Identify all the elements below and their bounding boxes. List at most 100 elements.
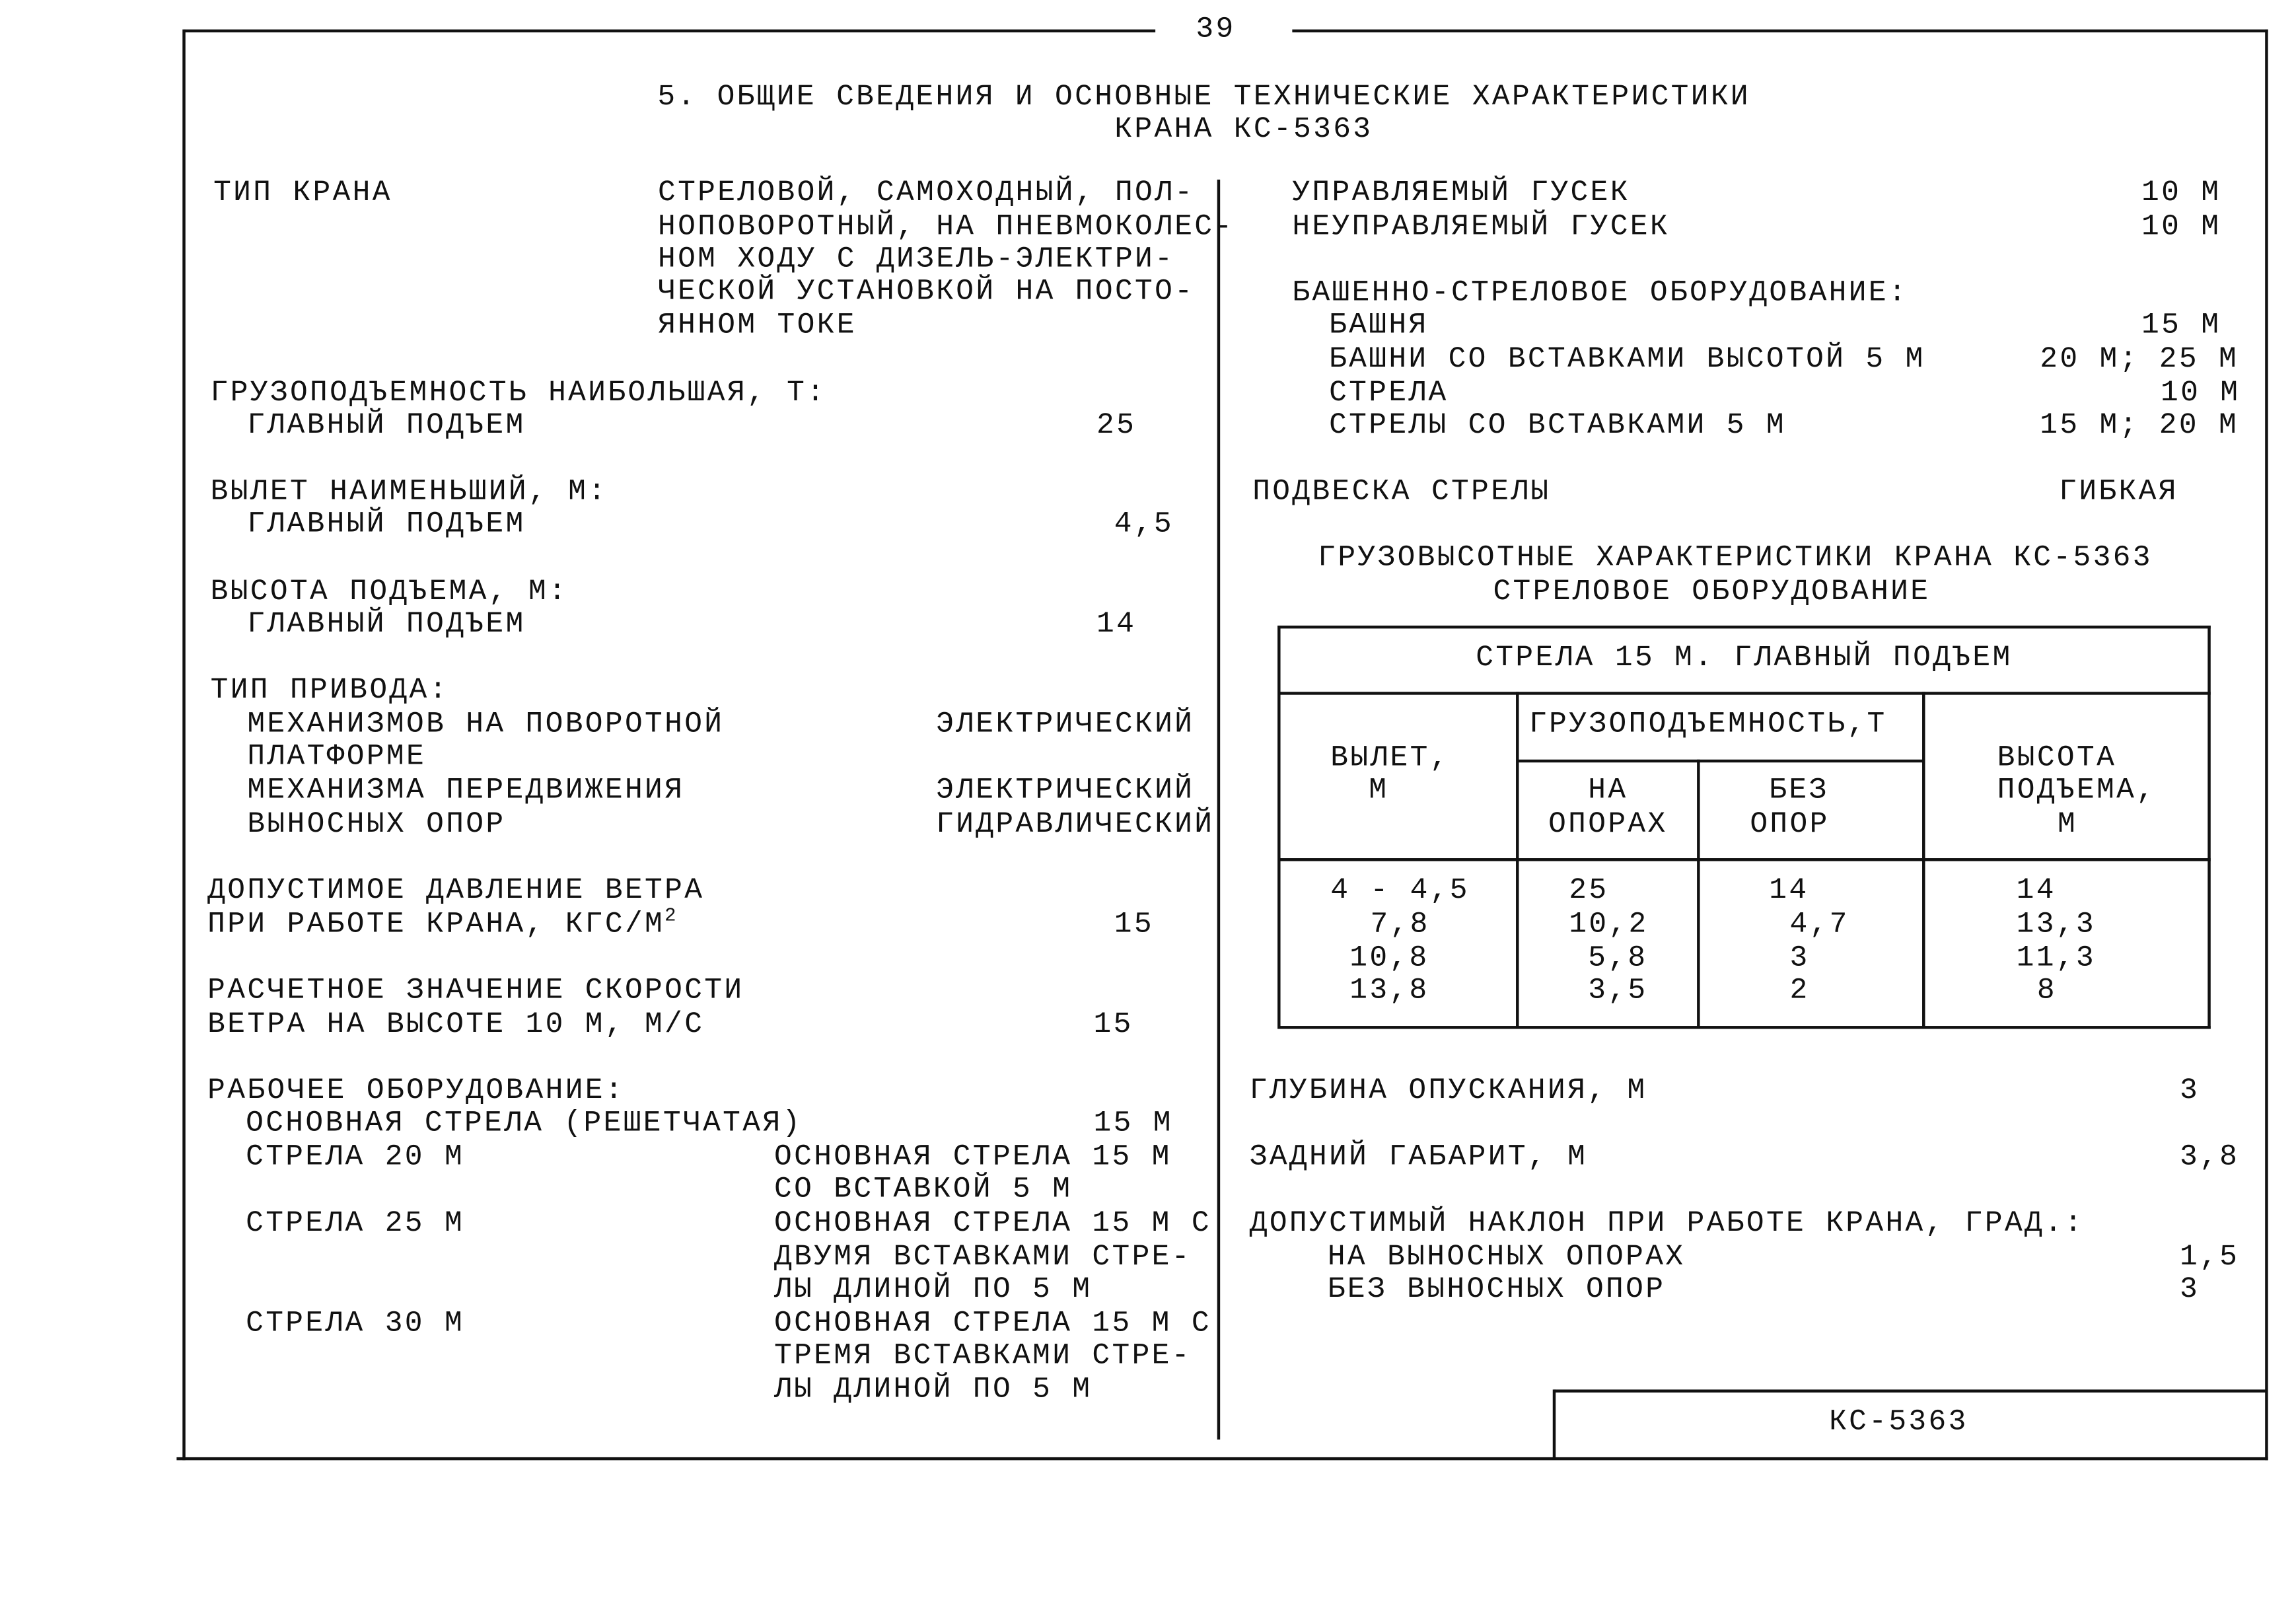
main-boom-value: 15 М [1093,1107,1173,1141]
wind-pressure-label: ДОПУСТИМОЕ ДАВЛЕНИЕ ВЕТРА [207,874,705,908]
wind-pressure-value: 15 [1114,908,1154,943]
drive-row-name: МЕХАНИЗМА ПЕРЕДВИЖЕНИЯ [247,774,685,809]
height-sub: ГЛАВНЫЙ ПОДЪЕМ [247,608,526,642]
drive-label: ТИП ПРИВОДА: [210,674,449,708]
table-rule [1516,692,1519,1029]
boom-name: СТРЕЛА 20 М [246,1140,465,1175]
reach-label: ВЫЛЕТ НАИМЕНЬШИЙ, М: [210,475,608,509]
wind-speed-label: ВЕТРА НА ВЫСОТЕ 10 М, М/С [207,1008,705,1042]
cell-no-outriggers: 14 [1769,874,1809,908]
superscript: 2 [664,904,678,927]
tower-row-value: 10 М [2160,377,2241,411]
header-no-outriggers: БЕЗ [1769,774,1829,809]
tail-label: ЗАДНИЙ ГАБАРИТ, М [1249,1140,1588,1175]
boom-desc: ТРЕМЯ ВСТАВКАМИ СТРЕ- [774,1339,1192,1373]
tilt-row-value: 1,5 [2179,1241,2240,1275]
crane-type-value: СТРЕЛОВОЙ, САМОХОДНЫЙ, ПОЛ- [658,176,1195,211]
jib-controlled-value: 10 М [2141,176,2221,211]
tilt-label: ДОПУСТИМЫЙ НАКЛОН ПРИ РАБОТЕ КРАНА, ГРАД… [1249,1207,2085,1241]
page-number: 39 [1196,13,1236,48]
boom-desc: ЛЫ ДЛИНОЙ ПО 5 М [774,1273,1093,1307]
tail-value: 3,8 [2179,1140,2240,1175]
header-capacity: ГРУЗОПОДЪЕМНОСТЬ,Т [1529,708,1887,743]
crane-type-label: ТИП КРАНА [213,176,392,211]
table-rule [1279,858,2211,861]
table-rule [1922,692,1925,1029]
stamp-label: КС-5363 [1829,1405,1968,1440]
cell-no-outriggers: 3 [1789,942,1810,976]
crane-type-value: НОМ ХОДУ С ДИЗЕЛЬ-ЭЛЕКТРИ- [658,242,1175,277]
cell-no-outriggers: 4,7 [1789,908,1849,943]
cell-height: 14 [2016,874,2056,908]
table-rule [1517,759,1924,763]
drive-row-name: МЕХАНИЗМОВ НА ПОВОРОТНОЙ [247,708,725,743]
height-value: 14 [1096,608,1137,642]
table-title: ГРУЗОВЫСОТНЫЕ ХАРАКТЕРИСТИКИ КРАНА КС-53… [1318,541,2153,576]
reach-sub: ГЛАВНЫЙ ПОДЪЕМ [247,507,526,542]
cell-height: 11,3 [2016,942,2096,976]
capacity-value: 25 [1096,409,1137,443]
cell-on-outriggers: 3,5 [1588,974,1648,1009]
drive-row-value: ЭЛЕКТРИЧЕСКИЙ [936,708,1195,743]
stamp-left [1552,1389,1556,1459]
table-rule [1279,625,2211,629]
reach-value: 4,5 [1114,507,1174,542]
tower-row-value: 15 М [2141,309,2221,344]
header-reach: М [1369,774,1389,809]
frame-top-right [1292,29,2268,33]
page-title: 5. ОБЩИЕ СВЕДЕНИЯ И ОСНОВНЫЕ ТЕХНИЧЕСКИЕ… [657,81,1751,115]
tower-row-name: СТРЕЛА [1329,377,1449,411]
depth-value: 3 [2179,1074,2200,1109]
boom-desc: ЛЫ ДЛИНОЙ ПО 5 М [774,1373,1093,1408]
tower-row-name: БАШНИ СО ВСТАВКАМИ ВЫСОТОЙ 5 М [1329,343,1925,377]
table-rule [1279,692,2211,695]
jib-fixed-value: 10 М [2141,210,2221,244]
stamp-top [1554,1389,2267,1393]
equipment-label: РАБОЧЕЕ ОБОРУДОВАНИЕ: [207,1074,625,1109]
capacity-sub: ГЛАВНЫЙ ПОДЪЕМ [247,409,526,443]
boom-name: СТРЕЛА 30 М [246,1307,465,1341]
boom-desc: ОСНОВНАЯ СТРЕЛА 15 М С [774,1307,1211,1341]
main-boom: ОСНОВНАЯ СТРЕЛА (РЕШЕТЧАТАЯ) [246,1107,803,1141]
suspension-value: ГИБКАЯ [2059,475,2178,509]
boom-desc: СО ВСТАВКОЙ 5 М [774,1173,1073,1208]
cell-height: 8 [2036,974,2057,1009]
header-reach: ВЫЛЕТ, [1330,742,1450,776]
crane-type-value: НОПОВОРОТНЫЙ, НА ПНЕВМОКОЛЕС- [658,210,1235,244]
boom-name: СТРЕЛА 25 М [246,1207,465,1241]
wind-pressure-unit: ПРИ РАБОТЕ КРАНА, КГС/М [207,908,665,943]
tilt-row-name: БЕЗ ВЫНОСНЫХ ОПОР [1327,1273,1666,1307]
header-no-outriggers: ОПОР [1750,808,1830,842]
tower-row-value: 20 М; 25 М [2040,343,2239,377]
jib-fixed-label: НЕУПРАВЛЯЕМЫЙ ГУСЕК [1292,210,1670,244]
wind-speed-value: 15 [1093,1008,1133,1042]
cell-reach: 13,8 [1349,974,1429,1009]
boom-desc: ОСНОВНАЯ СТРЕЛА 15 М С [774,1207,1211,1241]
cell-reach: 7,8 [1370,908,1430,943]
tower-row-name: СТРЕЛЫ СО ВСТАВКАМИ 5 М [1329,409,1787,443]
boom-desc: ДВУМЯ ВСТАВКАМИ СТРЕ- [774,1241,1192,1275]
cell-on-outriggers: 5,8 [1588,942,1648,976]
cell-no-outriggers: 2 [1789,974,1810,1009]
table-rule [2207,625,2211,1029]
cell-on-outriggers: 25 [1569,874,1609,908]
header-height: М [2058,808,2078,842]
page-subtitle: КРАНА КС-5363 [1114,113,1373,147]
header-on-outriggers: ОПОРАХ [1548,808,1668,842]
cell-reach: 4 - 4,5 [1330,874,1470,908]
header-height: ПОДЪЕМА, [1997,774,2157,809]
drive-row-name: ВЫНОСНЫХ ОПОР [247,808,506,842]
header-on-outriggers: НА [1588,774,1628,809]
crane-type-value: ЯННОМ ТОКЕ [658,309,857,344]
table-rule [1279,1026,2211,1029]
wind-pressure-label: ПРИ РАБОТЕ КРАНА, КГС/М2 [207,906,678,943]
tilt-row-value: 3 [2179,1273,2200,1307]
boom-desc: ОСНОВНАЯ СТРЕЛА 15 М [774,1140,1172,1175]
cell-reach: 10,8 [1349,942,1429,976]
table-caption: СТРЕЛА 15 М. ГЛАВНЫЙ ПОДЪЕМ [1476,641,2013,676]
capacity-label: ГРУЗОПОДЪЕМНОСТЬ НАИБОЛЬШАЯ, Т: [210,377,827,411]
header-height: ВЫСОТА [1997,742,2117,776]
crane-type-value: ЧЕСКОЙ УСТАНОВКОЙ НА ПОСТО- [658,275,1195,309]
frame-left [182,29,186,1461]
drive-row-value: ЭЛЕКТРИЧЕСКИЙ [936,774,1195,809]
